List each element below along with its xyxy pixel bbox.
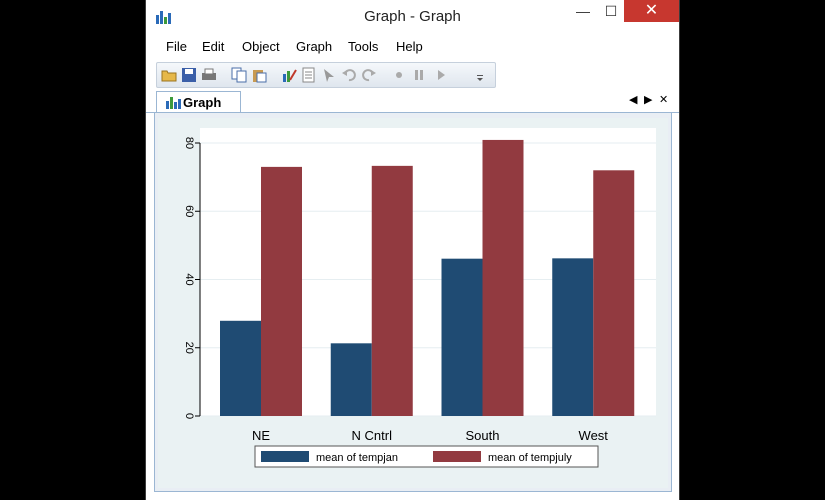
tab-next-icon[interactable]: ▶: [644, 94, 653, 106]
menu-bar: File Edit Object Graph Tools Help: [146, 34, 679, 60]
bar: [482, 139, 524, 416]
y-tick-label: 80: [183, 137, 195, 149]
menu-edit[interactable]: Edit: [202, 39, 225, 54]
tab-prev-icon[interactable]: ◀: [629, 94, 638, 106]
redo-icon[interactable]: [361, 67, 377, 83]
menu-graph[interactable]: Graph: [296, 39, 333, 54]
save-icon[interactable]: [181, 67, 197, 83]
graph-tab-icon: [166, 97, 181, 109]
record-icon[interactable]: [391, 67, 407, 83]
pause-icon[interactable]: [411, 67, 427, 83]
x-category-label: West: [579, 428, 609, 443]
open-icon[interactable]: [161, 67, 177, 83]
x-category-label: NE: [252, 428, 270, 443]
print-icon[interactable]: [201, 67, 217, 83]
toolbar: [156, 62, 496, 88]
bar-chart: 0 20 40 60 80 NE N Cntrl South West mean of tem…: [183, 128, 656, 468]
menu-tools[interactable]: Tools: [348, 39, 379, 54]
tab-strip: Graph ◀ ▶ ✕: [146, 90, 679, 113]
legend-swatch: [261, 451, 309, 462]
undo-icon[interactable]: [341, 67, 357, 83]
graph-window: Graph - Graph — ☐ ✕ File Edit Object Gra…: [145, 0, 680, 500]
tab-close-icon[interactable]: ✕: [659, 94, 669, 106]
window-title: Graph - Graph: [364, 8, 461, 25]
y-tick-label: 40: [183, 273, 195, 285]
toolbar-overflow-icon[interactable]: [475, 67, 485, 83]
bar: [330, 343, 372, 416]
pointer-icon[interactable]: [321, 67, 337, 83]
bar: [441, 258, 483, 416]
legend-label: mean of tempjuly: [488, 452, 572, 464]
graph-app-icon: [156, 11, 171, 24]
bar: [371, 165, 413, 416]
paste-icon[interactable]: [251, 67, 267, 83]
y-tick-label: 20: [183, 342, 195, 354]
bar: [261, 166, 302, 416]
graph-area: 0 20 40 60 80 NE N Cntrl South West mean of tem…: [158, 118, 668, 488]
menu-file[interactable]: File: [166, 39, 187, 54]
bar: [552, 258, 594, 416]
graph-frame: 0 20 40 60 80 NE N Cntrl South West mean of tem…: [154, 112, 672, 492]
tab-label: Graph: [183, 95, 222, 110]
legend-swatch: [433, 451, 481, 462]
title-bar[interactable]: Graph - Graph — ☐ ✕: [146, 0, 679, 34]
properties-icon[interactable]: [301, 67, 317, 83]
copy-icon[interactable]: [231, 67, 247, 83]
minimize-button[interactable]: —: [576, 3, 590, 19]
legend-box: [254, 445, 599, 468]
close-button[interactable]: ✕: [624, 0, 679, 22]
menu-object[interactable]: Object: [242, 39, 280, 54]
legend-label: mean of tempjan: [316, 452, 398, 464]
x-category-label: N Cntrl: [352, 428, 393, 443]
menu-help[interactable]: Help: [396, 39, 423, 54]
y-tick-label: 0: [183, 413, 195, 419]
bar: [593, 170, 635, 416]
graph-editor-icon[interactable]: [281, 67, 297, 83]
y-tick-label: 60: [183, 205, 195, 217]
maximize-button[interactable]: ☐: [604, 3, 618, 19]
play-icon[interactable]: [433, 67, 449, 83]
x-category-label: South: [466, 428, 500, 443]
tab-graph[interactable]: Graph: [156, 91, 241, 112]
bar: [220, 320, 261, 416]
